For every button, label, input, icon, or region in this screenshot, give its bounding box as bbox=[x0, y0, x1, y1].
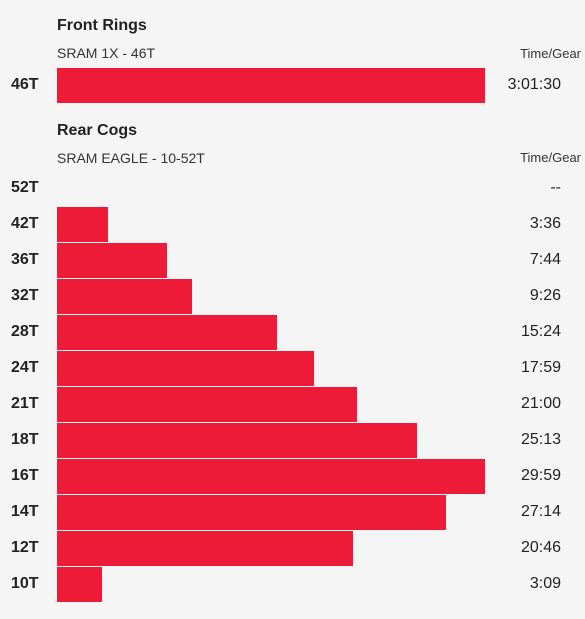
time-value: 29:59 bbox=[520, 467, 561, 484]
gear-row: 28T 15:24 bbox=[0, 315, 585, 351]
gear-label: 10T bbox=[11, 575, 39, 592]
gear-row: 21T 21:00 bbox=[0, 387, 585, 423]
gear-label: 28T bbox=[11, 323, 39, 340]
gear-label: 32T bbox=[11, 287, 39, 304]
gear-label: 14T bbox=[11, 503, 39, 520]
time-value: 3:36 bbox=[529, 215, 561, 232]
front-rings-title: Front Rings bbox=[57, 17, 147, 34]
time-value: -- bbox=[550, 179, 561, 196]
time-bar bbox=[57, 351, 314, 386]
gear-row: 18T 25:13 bbox=[0, 423, 585, 459]
gear-label: 18T bbox=[11, 431, 39, 448]
time-bar bbox=[57, 387, 357, 422]
time-value: 3:01:30 bbox=[507, 76, 561, 93]
gear-row: 24T 17:59 bbox=[0, 351, 585, 387]
time-bar bbox=[57, 207, 108, 242]
time-value: 7:44 bbox=[529, 251, 561, 268]
time-bar bbox=[57, 423, 417, 458]
gear-row: 46T 3:01:30 bbox=[0, 68, 585, 104]
time-value: 25:13 bbox=[520, 431, 561, 448]
time-value: 27:14 bbox=[520, 503, 561, 520]
gear-label: 16T bbox=[11, 467, 39, 484]
time-bar bbox=[57, 243, 167, 278]
gear-row: 14T 27:14 bbox=[0, 495, 585, 531]
gear-label: 24T bbox=[11, 359, 39, 376]
time-bar bbox=[57, 531, 353, 566]
time-bar bbox=[57, 495, 446, 530]
gear-label: 12T bbox=[11, 539, 39, 556]
gear-row: 32T 9:26 bbox=[0, 279, 585, 315]
rear-time-header: Time/Gear bbox=[520, 150, 581, 165]
time-bar bbox=[57, 68, 485, 103]
time-value: 21:00 bbox=[520, 395, 561, 412]
gear-row: 10T 3:09 bbox=[0, 567, 585, 603]
gear-row: 52T -- bbox=[0, 171, 585, 207]
time-bar bbox=[57, 315, 277, 350]
gear-label: 36T bbox=[11, 251, 39, 268]
gear-label: 42T bbox=[11, 215, 39, 232]
front-rings-subtitle: SRAM 1X - 46T bbox=[57, 45, 156, 61]
time-bar bbox=[57, 279, 192, 314]
gear-row: 36T 7:44 bbox=[0, 243, 585, 279]
time-bar bbox=[57, 459, 485, 494]
gear-row: 42T 3:36 bbox=[0, 207, 585, 243]
time-value: 20:46 bbox=[520, 539, 561, 556]
time-value: 9:26 bbox=[529, 287, 561, 304]
time-bar bbox=[57, 567, 102, 602]
rear-cogs-subtitle: SRAM EAGLE - 10-52T bbox=[57, 150, 205, 166]
time-value: 15:24 bbox=[520, 323, 561, 340]
gear-row: 12T 20:46 bbox=[0, 531, 585, 567]
front-time-header: Time/Gear bbox=[520, 46, 581, 61]
rear-cogs-title: Rear Cogs bbox=[57, 122, 138, 139]
gear-label: 46T bbox=[11, 76, 39, 93]
gear-row: 16T 29:59 bbox=[0, 459, 585, 495]
gear-label: 21T bbox=[11, 395, 39, 412]
gear-label: 52T bbox=[11, 179, 39, 196]
time-value: 3:09 bbox=[529, 575, 561, 592]
time-value: 17:59 bbox=[520, 359, 561, 376]
